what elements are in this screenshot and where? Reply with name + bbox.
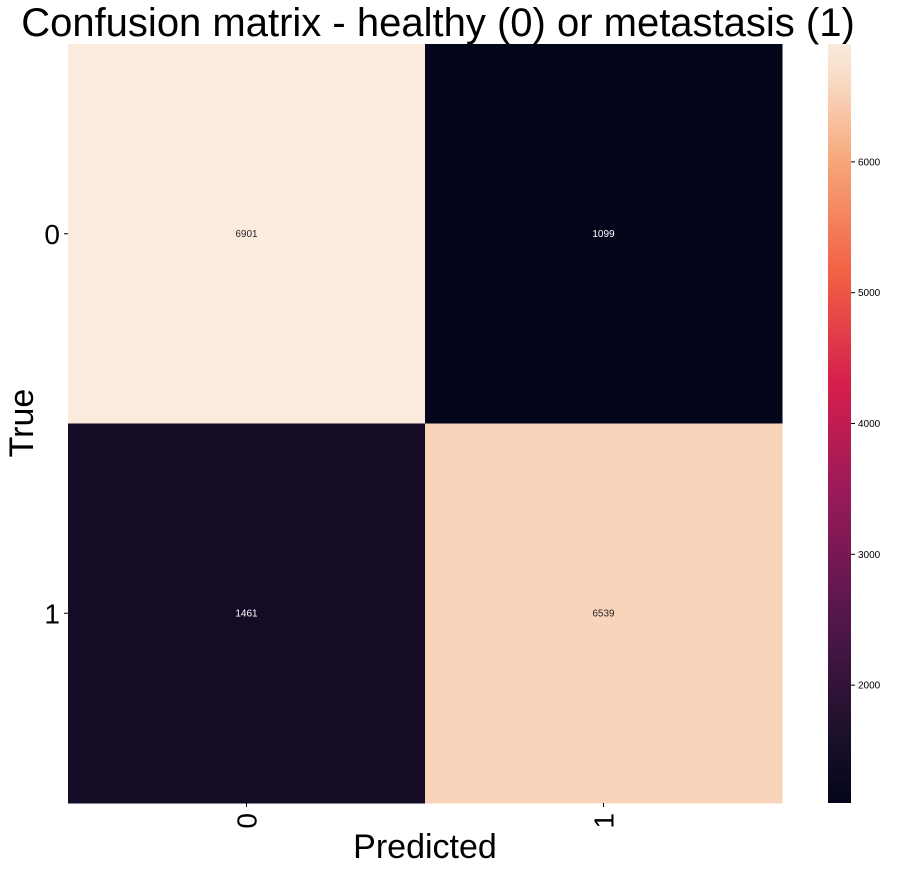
colorbar-tick-label: 3000 xyxy=(858,550,881,561)
colorbar-tick-label: 5000 xyxy=(858,288,881,299)
cell-value-label: 1099 xyxy=(592,229,615,240)
y-axis-ticks: 01 xyxy=(44,219,68,629)
colorbar-tick-label: 4000 xyxy=(858,419,881,430)
x-axis-label: Predicted xyxy=(353,828,497,866)
heatmap-cells xyxy=(68,44,783,804)
colorbar-tick-label: 2000 xyxy=(858,681,881,692)
colorbar-ticks: 2000 3000 4000 5000 6000 xyxy=(851,157,881,692)
cell-value-label: 6901 xyxy=(235,229,258,240)
y-tick-label: 0 xyxy=(44,219,60,250)
y-tick-label: 1 xyxy=(44,598,60,629)
colorbar xyxy=(828,44,851,803)
x-tick-label: 0 xyxy=(232,813,263,829)
heatmap-cell xyxy=(425,423,783,804)
chart-title: Confusion matrix - healthy (0) or metast… xyxy=(21,1,855,45)
cell-labels: 6901 1099 1461 6539 xyxy=(235,229,615,620)
colorbar-tick-label: 6000 xyxy=(858,157,881,168)
heatmap-cell xyxy=(68,44,426,424)
cell-value-label: 6539 xyxy=(592,608,615,619)
heatmap-cell xyxy=(425,44,783,424)
x-tick-label: 1 xyxy=(589,813,620,829)
y-axis-label: True xyxy=(3,389,41,458)
cell-value-label: 1461 xyxy=(235,608,258,619)
heatmap-cell xyxy=(68,423,426,804)
